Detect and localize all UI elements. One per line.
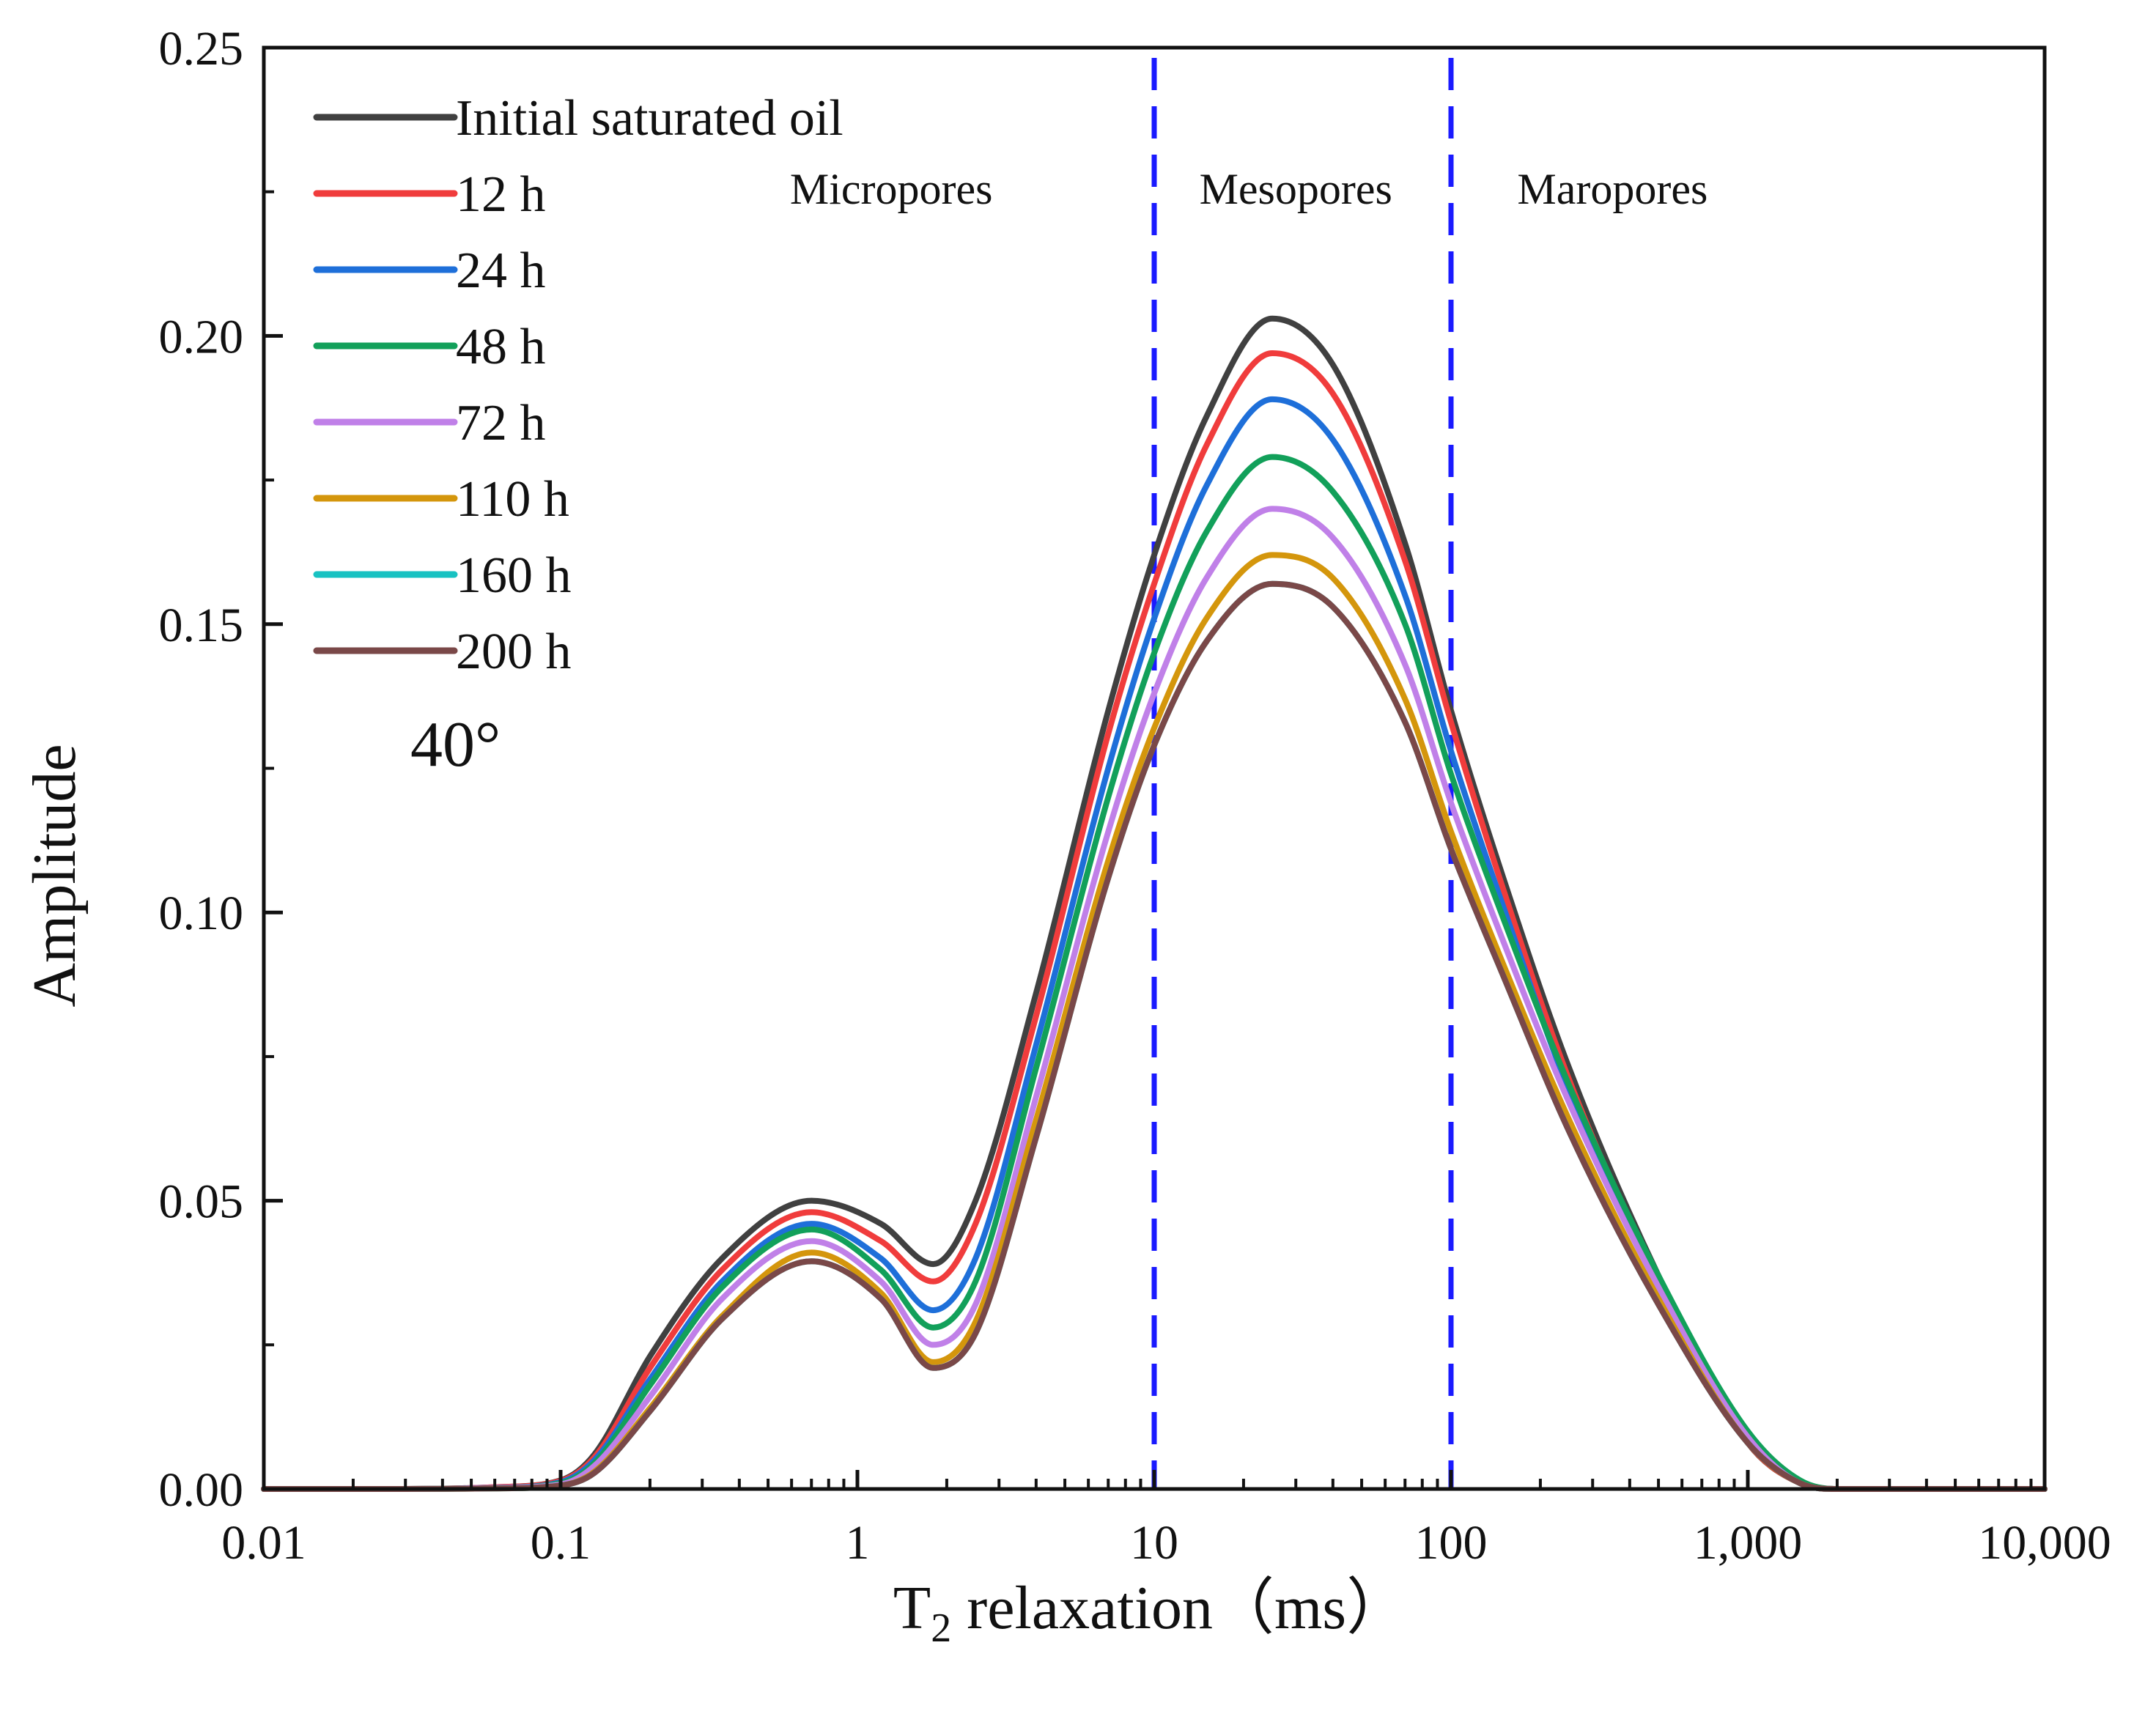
legend-label-2: 24 h	[456, 243, 546, 299]
series-line-3	[261, 454, 2048, 1493]
legend-label-5: 110 h	[456, 471, 569, 528]
series-line-7	[261, 580, 2048, 1493]
y-tick-label-1: 0.05	[159, 1175, 244, 1229]
y-tick-label-0: 0.00	[159, 1463, 244, 1517]
angle-annotation: 40°	[410, 709, 501, 780]
series-lines	[261, 315, 2048, 1493]
y-tick-label-5: 0.25	[159, 22, 244, 75]
legend-label-4: 72 h	[456, 395, 546, 451]
region-label-2: Maropores	[1517, 165, 1708, 213]
x-tick-label-0: 0.01	[221, 1516, 306, 1570]
legend-label-1: 12 h	[456, 166, 546, 223]
series-line-4	[261, 506, 2048, 1493]
legend-label-3: 48 h	[456, 319, 546, 375]
legend: Initial saturated oil 12 h 24 h 48 h 72 h 110…	[313, 90, 843, 680]
y-tick-label-4: 0.20	[159, 310, 244, 363]
legend-label-0: Initial saturated oil	[456, 90, 843, 147]
axis-tick-labels: 0.01 0.1 1 10 100 1,000 10,000 0.00 0.05 0.10 0.15…	[159, 22, 2111, 1570]
legend-label-7: 200 h	[456, 624, 572, 680]
x-tick-label-5: 1,000	[1694, 1516, 1803, 1570]
x-tick-label-3: 10	[1130, 1516, 1178, 1570]
legend-label-6: 160 h	[456, 547, 572, 604]
y-axis-title: Amplitude	[21, 744, 89, 1007]
x-tick-label-1: 0.1	[531, 1516, 591, 1570]
x-tick-label-4: 100	[1415, 1516, 1488, 1570]
region-labels: Micropores Mesopores Maropores	[790, 165, 1708, 213]
region-label-0: Micropores	[790, 165, 993, 213]
x-tick-label-2: 1	[846, 1516, 870, 1570]
x-axis-title: T2 relaxation（ms）	[893, 1574, 1408, 1651]
y-tick-label-3: 0.15	[159, 599, 244, 652]
y-tick-label-2: 0.10	[159, 887, 244, 940]
region-label-1: Mesopores	[1200, 165, 1392, 213]
axis-ticks	[262, 45, 2047, 1491]
region-divider-lines	[1151, 58, 1454, 1489]
x-tick-label-6: 10,000	[1978, 1516, 2111, 1570]
